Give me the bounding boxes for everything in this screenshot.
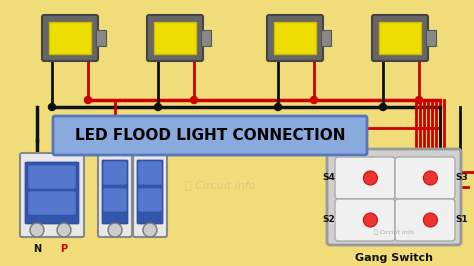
FancyBboxPatch shape <box>395 199 455 241</box>
Circle shape <box>274 103 282 110</box>
FancyBboxPatch shape <box>133 153 167 237</box>
FancyBboxPatch shape <box>98 153 132 237</box>
FancyBboxPatch shape <box>327 149 461 245</box>
FancyBboxPatch shape <box>42 15 98 61</box>
FancyBboxPatch shape <box>103 161 127 185</box>
Bar <box>49 22 91 54</box>
Text: Ⓒ Circuit info: Ⓒ Circuit info <box>185 180 255 190</box>
Circle shape <box>364 213 377 227</box>
Text: S4: S4 <box>322 173 335 182</box>
Circle shape <box>310 97 318 103</box>
FancyBboxPatch shape <box>53 116 367 155</box>
FancyBboxPatch shape <box>137 160 163 224</box>
Bar <box>321 30 331 46</box>
Bar <box>96 30 106 46</box>
FancyBboxPatch shape <box>102 160 128 224</box>
Text: Ⓒ Circuit info: Ⓒ Circuit info <box>374 229 414 235</box>
FancyBboxPatch shape <box>28 165 76 189</box>
Circle shape <box>108 223 122 237</box>
Text: Gang Switch: Gang Switch <box>355 253 433 263</box>
Text: P: P <box>61 244 68 254</box>
Text: LED FLOOD LIGHT CONNECTION: LED FLOOD LIGHT CONNECTION <box>75 128 345 143</box>
FancyBboxPatch shape <box>138 188 162 212</box>
Circle shape <box>364 171 377 185</box>
FancyBboxPatch shape <box>20 153 84 237</box>
FancyBboxPatch shape <box>372 15 428 61</box>
FancyBboxPatch shape <box>25 162 79 224</box>
Bar <box>154 22 196 54</box>
Text: S2: S2 <box>322 215 335 225</box>
Circle shape <box>416 97 422 103</box>
Text: S3: S3 <box>455 173 468 182</box>
Circle shape <box>143 223 157 237</box>
Bar <box>426 30 436 46</box>
Circle shape <box>155 103 162 110</box>
Bar <box>379 22 421 54</box>
Circle shape <box>84 97 91 103</box>
FancyBboxPatch shape <box>335 157 395 199</box>
FancyBboxPatch shape <box>138 161 162 185</box>
Circle shape <box>57 223 71 237</box>
Text: N: N <box>33 244 41 254</box>
Circle shape <box>48 103 55 110</box>
FancyBboxPatch shape <box>267 15 323 61</box>
Circle shape <box>423 213 438 227</box>
Text: S1: S1 <box>455 215 468 225</box>
FancyBboxPatch shape <box>335 199 395 241</box>
FancyBboxPatch shape <box>395 157 455 199</box>
FancyBboxPatch shape <box>103 188 127 212</box>
FancyBboxPatch shape <box>28 191 76 215</box>
Bar <box>274 22 316 54</box>
Circle shape <box>30 223 44 237</box>
Circle shape <box>380 103 386 110</box>
Circle shape <box>423 171 438 185</box>
Bar <box>201 30 211 46</box>
FancyBboxPatch shape <box>147 15 203 61</box>
Circle shape <box>191 97 198 103</box>
